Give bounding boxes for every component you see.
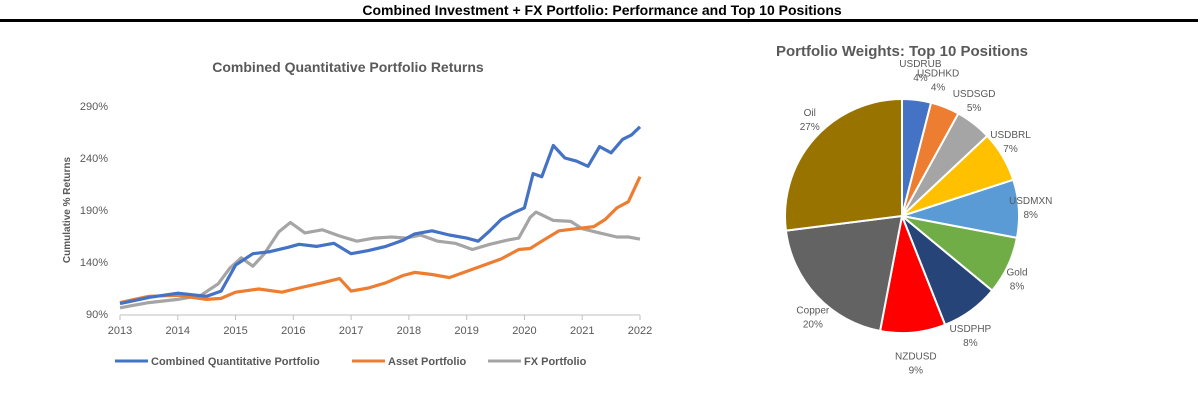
pie-label-copper: Copper 20% xyxy=(796,306,829,331)
pie-label-gold: Gold 8% xyxy=(1006,268,1027,293)
pie-slice-usdbrl xyxy=(901,134,1015,217)
pie-label-name: USDRUB xyxy=(899,59,942,70)
pie-label-name: Gold xyxy=(1006,268,1027,279)
pie-label-percent: 7% xyxy=(1003,144,1018,155)
pie-label-percent: 8% xyxy=(963,338,978,349)
x-tick-label: 2019 xyxy=(454,325,478,337)
x-tick-label: 2018 xyxy=(397,325,421,337)
legend-label: Asset Portfolio xyxy=(388,356,467,368)
line-chart: Combined Quantitative Portfolio Returns … xyxy=(62,59,652,368)
x-tick-label: 2015 xyxy=(223,325,247,337)
pie-label-usdphp: USDPHP 8% xyxy=(950,324,992,349)
x-tick-label: 2016 xyxy=(281,325,305,337)
pie-label-percent: 8% xyxy=(1023,210,1038,221)
chart-legend: Combined Quantitative Portfolio Asset Por… xyxy=(115,356,587,368)
chart-axes: 90% 140% 190% 240% 290% 2013 2014 2015 2016 2017 2… xyxy=(80,101,652,337)
pie-label-percent: 9% xyxy=(909,365,924,376)
x-tick-label: 2017 xyxy=(339,325,363,337)
pie-label-name: USDSGD xyxy=(953,89,996,100)
y-tick-label: 290% xyxy=(80,101,108,113)
series-line-asset-portfolio xyxy=(119,176,642,305)
pie-slice-nzdusd xyxy=(878,212,947,334)
series-line-fx-portfolio xyxy=(119,210,641,310)
y-tick-label: 140% xyxy=(80,257,108,269)
pie-slices xyxy=(784,97,1020,334)
pie-label-oil: Oil 27% xyxy=(800,108,820,133)
pie-label-percent: 8% xyxy=(1010,282,1025,293)
pie-label-name: Copper xyxy=(796,306,829,317)
x-tick-label: 2022 xyxy=(628,325,652,337)
pie-label-name: USDBRL xyxy=(990,130,1031,141)
pie-label-nzdusd: NZDUSD 9% xyxy=(895,351,937,376)
pie-slice-usdmxn xyxy=(901,178,1020,240)
pie-slice-gold xyxy=(901,215,1019,292)
pie-label-usdsgd: USDSGD 5% xyxy=(953,89,996,114)
pie-labels: USDRUB4%USDHKD4%USDSGD5%USDBRL7%USDMXN8%… xyxy=(796,59,1052,376)
pie-label-percent: 4% xyxy=(931,82,946,93)
pie-chart-title: Portfolio Weights: Top 10 Positions xyxy=(776,43,1028,60)
legend-label: FX Portfolio xyxy=(524,356,587,368)
pie-slice-usdphp xyxy=(901,215,994,327)
y-tick-label: 240% xyxy=(80,153,108,165)
series-line-combined-quantitative-portfolio xyxy=(119,125,642,306)
page-title: Combined Investment + FX Portfolio: Perf… xyxy=(362,2,842,18)
pie-label-usdbrl: USDBRL 7% xyxy=(990,130,1031,155)
y-tick-label: 190% xyxy=(80,205,108,217)
pie-slice-usdhkd xyxy=(901,101,960,217)
x-tick-label: 2013 xyxy=(108,325,132,337)
x-tick-label: 2020 xyxy=(512,325,536,337)
pie-label-percent: 20% xyxy=(803,320,823,331)
title-underline xyxy=(0,19,1198,22)
x-tick-label: 2021 xyxy=(570,325,594,337)
x-tick-label: 2014 xyxy=(166,325,190,337)
pie-slice-oil xyxy=(784,97,903,232)
pie-label-name: USDHKD xyxy=(917,68,959,79)
pie-slice-copper xyxy=(784,214,904,333)
pie-label-percent: 5% xyxy=(967,103,982,114)
legend-label: Combined Quantitative Portfolio xyxy=(151,356,320,368)
pie-label-usdrub: USDRUB 4% xyxy=(899,59,942,84)
y-axis-label: Cumulative % Returns xyxy=(62,156,73,263)
pie-label-name: NZDUSD xyxy=(895,351,937,362)
pie-label-name: USDMXN xyxy=(1009,196,1052,207)
pie-label-name: Oil xyxy=(804,108,816,119)
pie-slice-usdrub xyxy=(901,97,933,217)
pie-label-usdhkd: USDHKD 4% xyxy=(917,68,959,93)
pie-label-percent: 27% xyxy=(800,122,820,133)
pie-label-name: USDPHP xyxy=(950,324,992,335)
y-tick-label: 90% xyxy=(86,309,108,321)
pie-label-usdmxn: USDMXN 8% xyxy=(1009,196,1052,221)
chart-series xyxy=(119,125,642,310)
line-chart-title: Combined Quantitative Portfolio Returns xyxy=(212,59,484,75)
pie-label-percent: 4% xyxy=(913,73,928,84)
pie-slice-usdsgd xyxy=(901,112,989,217)
